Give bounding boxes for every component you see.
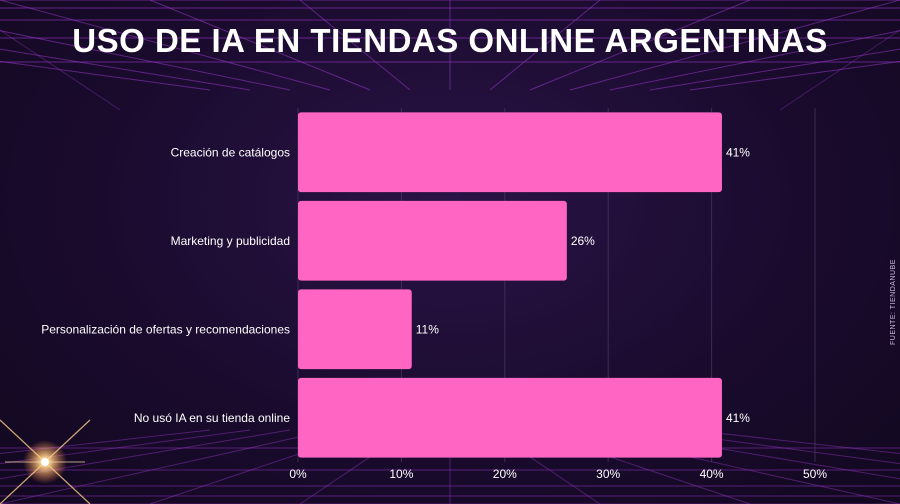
category-label: No usó IA en su tienda online [134, 411, 290, 425]
x-tick-label: 30% [596, 467, 620, 481]
x-axis-ticks: 0% 10% 20% 30% 40% 50% [289, 467, 827, 481]
source-note-wrap: FUENTE: TIENDANUBE [890, 259, 900, 345]
category-label: Creación de catálogos [171, 145, 290, 159]
bg-grid-line [149, 0, 371, 91]
bar [298, 377, 722, 458]
bg-grid-line [0, 30, 291, 91]
x-tick-label: 50% [803, 467, 827, 481]
bg-grid-line [649, 48, 900, 91]
bg-grid-line [0, 48, 251, 91]
flare-core [41, 458, 49, 466]
bg-grid-line [0, 429, 291, 480]
bg-grid-line [489, 0, 601, 91]
bar [298, 200, 567, 281]
bar [298, 289, 412, 370]
bg-grid-line [569, 0, 900, 91]
bg-grid-line [299, 0, 411, 91]
category-label: Marketing y publicidad [171, 234, 290, 248]
value-label: 41% [726, 145, 750, 159]
value-label: 41% [726, 411, 750, 425]
bg-grid-line [0, 429, 331, 504]
bg-grid-line [689, 60, 900, 91]
value-labels: 41% 26% 11% 41% [416, 145, 751, 425]
chart-title: USO DE IA EN TIENDAS ONLINE ARGENTINAS [72, 22, 828, 59]
bg-grid-line [0, 60, 211, 91]
x-tick-label: 20% [493, 467, 517, 481]
bg-grid-line [649, 429, 900, 465]
category-label: Personalización de ofertas y recomendaci… [41, 322, 290, 336]
bg-grid-line [0, 429, 211, 455]
source-note: FUENTE: TIENDANUBE [890, 259, 897, 345]
bar [298, 112, 722, 193]
chart-bars [298, 112, 722, 458]
x-tick-label: 10% [389, 467, 413, 481]
value-label: 26% [571, 234, 595, 248]
bg-grid-line [0, 429, 251, 465]
category-labels: Creación de catálogos Marketing y publici… [41, 145, 290, 425]
value-label: 11% [416, 322, 439, 336]
bg-grid-line [0, 29, 121, 111]
bg-grid-line [779, 29, 900, 111]
bg-grid-line [609, 30, 900, 91]
bg-grid-line [529, 0, 751, 91]
x-tick-label: 0% [289, 467, 307, 481]
x-tick-label: 40% [700, 467, 724, 481]
bg-grid-line [0, 0, 331, 91]
bg-grid-line [689, 429, 900, 455]
